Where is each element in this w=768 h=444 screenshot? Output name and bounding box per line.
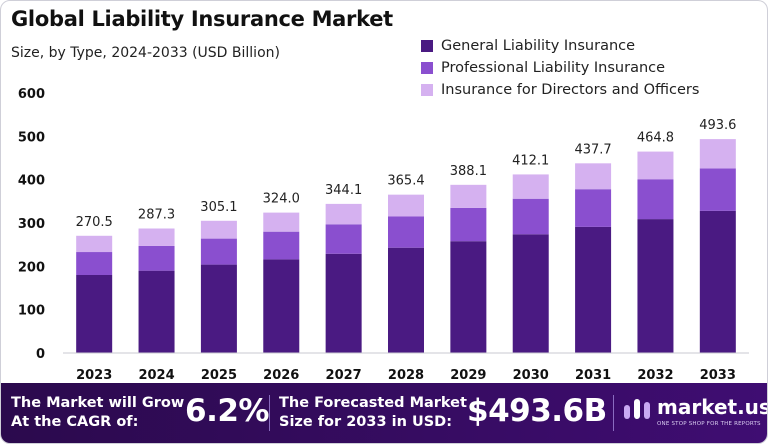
legend-item-professional: Professional Liability Insurance	[421, 57, 699, 79]
chart-subtitle: Size, by Type, 2024-2033 (USD Billion)	[11, 45, 280, 61]
bar-segment-directors-officers	[138, 228, 175, 246]
y-tick-label: 100	[18, 304, 45, 319]
bar-segment-professional	[263, 231, 300, 260]
chart-legend: General Liability Insurance Professional…	[421, 35, 699, 101]
x-tick-label: 2032	[637, 368, 673, 383]
bar-segment-general	[76, 275, 113, 353]
legend-swatch-general	[421, 40, 433, 52]
legend-swatch-professional	[421, 62, 433, 74]
bar-segment-professional	[575, 189, 612, 227]
chart-title: Global Liability Insurance Market	[11, 7, 393, 31]
forecast-value: $493.6B	[467, 393, 607, 429]
x-tick-label: 2028	[388, 368, 424, 383]
bar-segment-professional	[637, 179, 674, 220]
y-tick-label: 600	[18, 87, 45, 102]
bar-total-label: 270.5	[76, 215, 113, 230]
bar-segment-directors-officers	[388, 194, 424, 217]
cagr-caption-line1: The Market will Grow	[11, 395, 185, 411]
bar-segment-directors-officers	[263, 212, 300, 232]
bar-segment-general	[200, 264, 237, 353]
cagr-value: 6.2%	[185, 393, 269, 429]
bar-segment-directors-officers	[512, 174, 549, 199]
x-tick-label: 2030	[513, 368, 549, 383]
legend-swatch-directors-officers	[421, 84, 433, 96]
footer-divider-1	[269, 395, 270, 431]
brand-name: market.us	[657, 395, 768, 419]
footer-banner: The Market will Grow At the CAGR of: 6.2…	[1, 383, 767, 443]
bar-total-label: 437.7	[574, 142, 611, 157]
bar-segment-professional	[325, 224, 362, 254]
bar-total-label: 365.4	[387, 174, 424, 189]
legend-item-directors-officers: Insurance for Directors and Officers	[421, 79, 699, 101]
bar-segment-general	[575, 226, 612, 353]
bar-segment-directors-officers	[450, 184, 487, 208]
cagr-caption-line2: At the CAGR of:	[11, 414, 139, 430]
x-tick-label: 2023	[76, 368, 112, 383]
bar-total-label: 287.3	[138, 208, 175, 223]
bar-total-label: 305.1	[200, 200, 237, 215]
bar-segment-directors-officers	[699, 139, 736, 169]
legend-label-directors-officers: Insurance for Directors and Officers	[441, 82, 700, 98]
bar-segment-general	[699, 210, 736, 353]
x-tick-label: 2025	[201, 368, 237, 383]
x-tick-label: 2026	[263, 368, 299, 383]
y-tick-label: 400	[18, 174, 45, 189]
brand-logo: market.us ONE STOP SHOP FOR THE REPORTS	[623, 393, 767, 433]
bar-segment-general	[637, 219, 674, 353]
y-tick-label: 200	[18, 260, 45, 275]
bar-total-label: 324.0	[263, 192, 300, 207]
forecast-caption-line1: The Forecasted Market	[279, 395, 467, 411]
bar-segment-general	[388, 247, 424, 353]
bar-segment-professional	[138, 245, 175, 271]
y-tick-label: 0	[36, 347, 45, 362]
y-tick-label: 300	[18, 217, 45, 232]
x-tick-label: 2024	[138, 368, 174, 383]
bar-segment-general	[512, 234, 549, 353]
x-tick-label: 2027	[326, 368, 362, 383]
market-us-logo-icon	[624, 399, 650, 419]
bar-total-label: 344.1	[325, 183, 362, 198]
bar-total-label: 464.8	[637, 131, 674, 146]
bar-total-label: 493.6	[699, 118, 736, 133]
bar-segment-professional	[200, 238, 237, 265]
bar-segment-directors-officers	[575, 163, 612, 190]
forecast-caption-line2: Size for 2033 in USD:	[279, 414, 453, 430]
bar-segment-professional	[388, 216, 424, 248]
bar-segment-directors-officers	[200, 220, 237, 239]
legend-label-professional: Professional Liability Insurance	[441, 60, 666, 76]
bar-segment-general	[138, 270, 175, 353]
bar-segment-general	[450, 241, 487, 353]
bar-segment-professional	[76, 252, 113, 275]
stacked-bar-chart: 0 100 200 300 400 500 600 270.5 2023 287.3 2024 305…	[18, 87, 749, 383]
bar-total-label: 412.1	[512, 153, 549, 168]
bar-segment-professional	[699, 168, 736, 211]
bar-segment-directors-officers	[325, 203, 362, 225]
bar-segment-directors-officers	[76, 235, 113, 253]
legend-item-general: General Liability Insurance	[421, 35, 699, 57]
bar-segment-professional	[450, 207, 487, 242]
x-tick-label: 2029	[450, 368, 486, 383]
x-tick-label: 2031	[575, 368, 611, 383]
cagr-caption: The Market will Grow At the CAGR of:	[11, 394, 184, 432]
bar-segment-directors-officers	[637, 151, 674, 180]
bar-total-label: 388.1	[450, 164, 487, 179]
brand-tagline: ONE STOP SHOP FOR THE REPORTS	[657, 421, 761, 427]
bar-segment-professional	[512, 198, 549, 235]
y-tick-label: 500	[18, 130, 45, 145]
bar-segment-general	[325, 253, 362, 353]
legend-label-general: General Liability Insurance	[441, 38, 636, 54]
x-tick-label: 2033	[700, 368, 736, 383]
footer-divider-2	[613, 395, 614, 431]
bar-segment-general	[263, 259, 300, 353]
forecast-caption: The Forecasted Market Size for 2033 in U…	[279, 394, 467, 432]
